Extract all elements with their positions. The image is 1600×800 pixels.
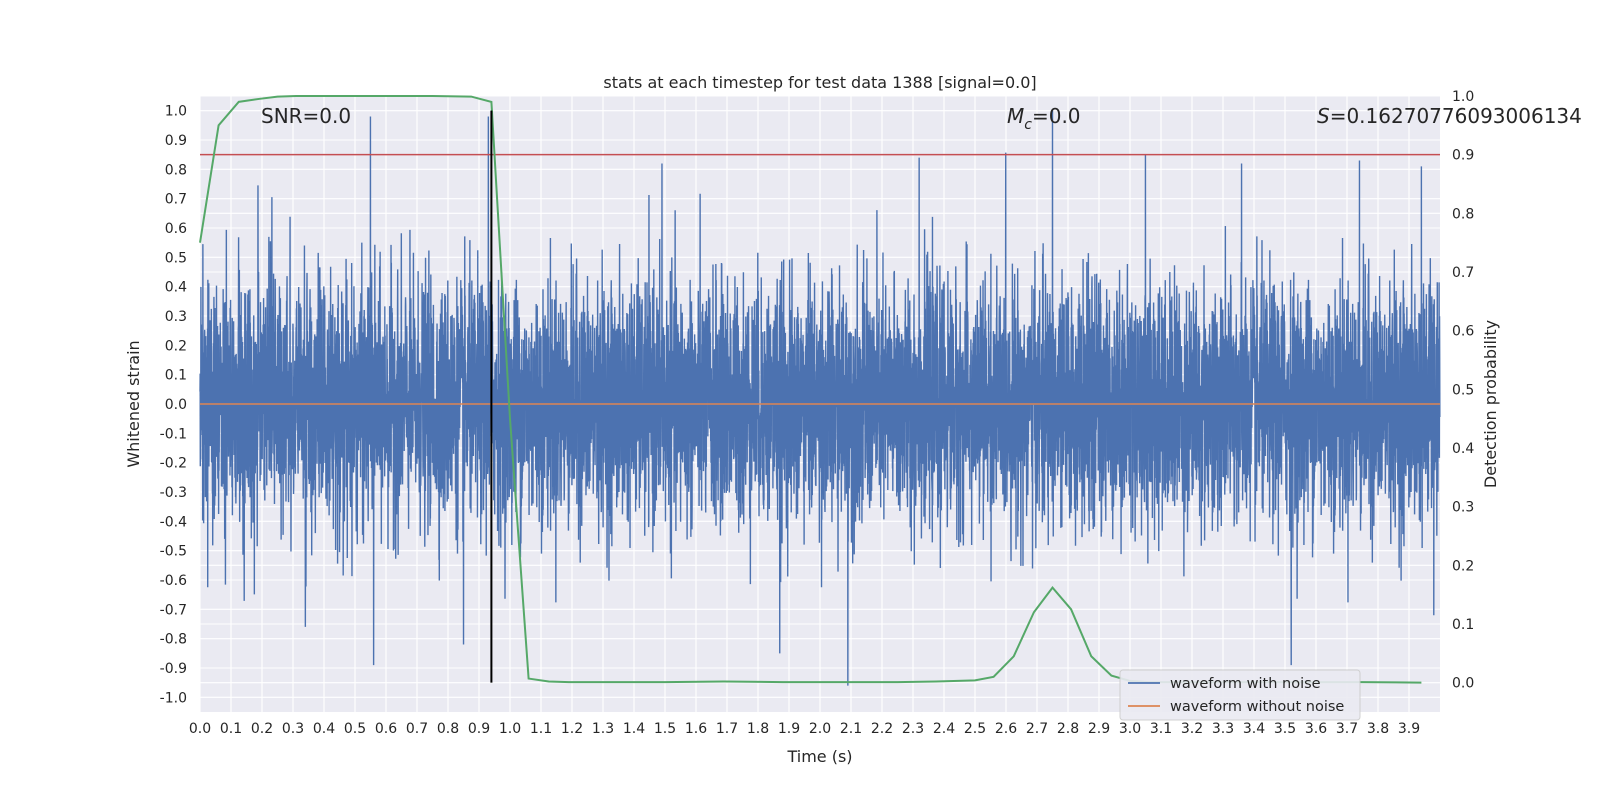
y-tick-label-right: 1.0	[1452, 89, 1474, 105]
x-tick-label: 1.6	[685, 721, 707, 737]
y-tick-label-left: -0.3	[160, 485, 187, 501]
x-tick-label: 0.7	[406, 721, 428, 737]
y-tick-label-right: 0.4	[1452, 441, 1474, 457]
x-tick-label: 2.5	[964, 721, 986, 737]
y-tick-label-left: 0.2	[165, 338, 187, 354]
y-axis-label-right: Detection probability	[1481, 320, 1500, 488]
y-tick-label-right: 0.7	[1452, 265, 1474, 281]
x-tick-label: 0.9	[468, 721, 490, 737]
x-tick-label: 3.7	[1336, 721, 1358, 737]
y-tick-label-left: 0.9	[165, 133, 187, 149]
x-tick-label: 0.5	[344, 721, 366, 737]
x-tick-label: 1.1	[530, 721, 552, 737]
x-tick-label: 1.2	[561, 721, 583, 737]
x-tick-label: 1.8	[747, 721, 769, 737]
x-tick-label: 1.0	[499, 721, 521, 737]
x-tick-label: 1.4	[623, 721, 645, 737]
y-tick-label-right: 0.3	[1452, 500, 1474, 516]
x-tick-label: 1.9	[778, 721, 800, 737]
chart-title: stats at each timestep for test data 138…	[603, 73, 1036, 92]
x-tick-label: 3.4	[1243, 721, 1265, 737]
x-tick-label: 0.8	[437, 721, 459, 737]
s-value: =0.16270776093006134	[1330, 104, 1582, 128]
legend-label-clean: waveform without noise	[1170, 699, 1344, 715]
x-tick-label: 3.3	[1212, 721, 1234, 737]
x-axis-label: Time (s)	[786, 747, 852, 766]
y-tick-label-left: -0.2	[160, 456, 187, 472]
y-tick-label-left: 0.5	[165, 250, 187, 266]
x-tick-label: 0.0	[189, 721, 211, 737]
x-tick-label: 3.9	[1398, 721, 1420, 737]
y-tick-label-left: 0.0	[165, 397, 187, 413]
y-tick-label-right: 0.1	[1452, 617, 1474, 633]
x-tick-label: 2.2	[871, 721, 893, 737]
y-tick-label-left: -0.4	[160, 514, 187, 530]
x-tick-label: 3.5	[1274, 721, 1296, 737]
x-tick-label: 2.8	[1057, 721, 1079, 737]
x-tick-label: 3.2	[1181, 721, 1203, 737]
legend-label-noise: waveform with noise	[1170, 676, 1321, 692]
y-tick-label-left: 0.7	[165, 192, 187, 208]
y-tick-label-left: -1.0	[160, 690, 187, 706]
series-waveform-with-noise	[199, 110, 1441, 686]
y-tick-label-right: 0.6	[1452, 324, 1474, 340]
x-tick-label: 2.1	[840, 721, 862, 737]
legend: waveform with noise waveform without noi…	[1119, 669, 1361, 721]
snr-annotation: SNR=0.0	[261, 104, 351, 128]
y-tick-label-left: -0.1	[160, 426, 187, 442]
x-tick-label: 3.6	[1305, 721, 1327, 737]
y-tick-label-left: 0.4	[165, 280, 187, 296]
x-tick-label: 0.6	[375, 721, 397, 737]
y-tick-label-left: -0.5	[160, 544, 187, 560]
x-tick-label: 0.2	[251, 721, 273, 737]
x-tick-label: 2.6	[995, 721, 1017, 737]
s-annotation: S=0.16270776093006134	[1317, 104, 1582, 128]
y-tick-label-left: 0.3	[165, 309, 187, 325]
x-tick-label: 0.1	[220, 721, 242, 737]
x-tick-label: 1.7	[716, 721, 738, 737]
y-tick-label-left: -0.7	[160, 602, 187, 618]
y-tick-label-right: 0.0	[1452, 676, 1474, 692]
x-tick-label: 2.7	[1026, 721, 1048, 737]
legend-box	[1119, 669, 1361, 721]
x-tick-label: 2.9	[1088, 721, 1110, 737]
y-tick-label-left: -0.6	[160, 573, 187, 589]
y-tick-label-right: 0.5	[1452, 382, 1474, 398]
y-tick-label-left: 0.8	[165, 162, 187, 178]
mc-value: =0.0	[1032, 104, 1081, 128]
x-tick-label: 0.3	[282, 721, 304, 737]
mc-annotation: Mc=0.0	[1007, 104, 1081, 133]
axes: 0.0 0.1 0.2 0.3 0.4 0.5 0.6 0.7 0.8 0.9 1.0 1.1 1.2 1…	[160, 89, 1475, 737]
x-tick-label: 1.5	[654, 721, 676, 737]
x-tick-label: 3.1	[1150, 721, 1172, 737]
s-symbol: S	[1317, 104, 1330, 128]
y-tick-label-right: 0.9	[1452, 148, 1474, 164]
x-tick-label: 3.8	[1367, 721, 1389, 737]
y-tick-label-right: 0.8	[1452, 206, 1474, 222]
x-tick-label: 2.4	[933, 721, 955, 737]
x-tick-label: 2.0	[809, 721, 831, 737]
x-tick-label: 0.4	[313, 721, 335, 737]
y-axis-label-left: Whitened strain	[124, 340, 143, 467]
mc-subscript: c	[1024, 117, 1032, 133]
x-tick-label: 3.0	[1119, 721, 1141, 737]
y-tick-label-left: -0.9	[160, 661, 187, 677]
y-tick-label-left: 0.1	[165, 368, 187, 384]
x-tick-label: 1.3	[592, 721, 614, 737]
y-tick-label-left: 1.0	[165, 104, 187, 120]
x-tick-label: 2.3	[902, 721, 924, 737]
mc-symbol: M	[1007, 104, 1024, 128]
y-tick-label-right: 0.2	[1452, 558, 1474, 574]
y-tick-label-left: 0.6	[165, 221, 187, 237]
y-tick-label-left: -0.8	[160, 632, 187, 648]
